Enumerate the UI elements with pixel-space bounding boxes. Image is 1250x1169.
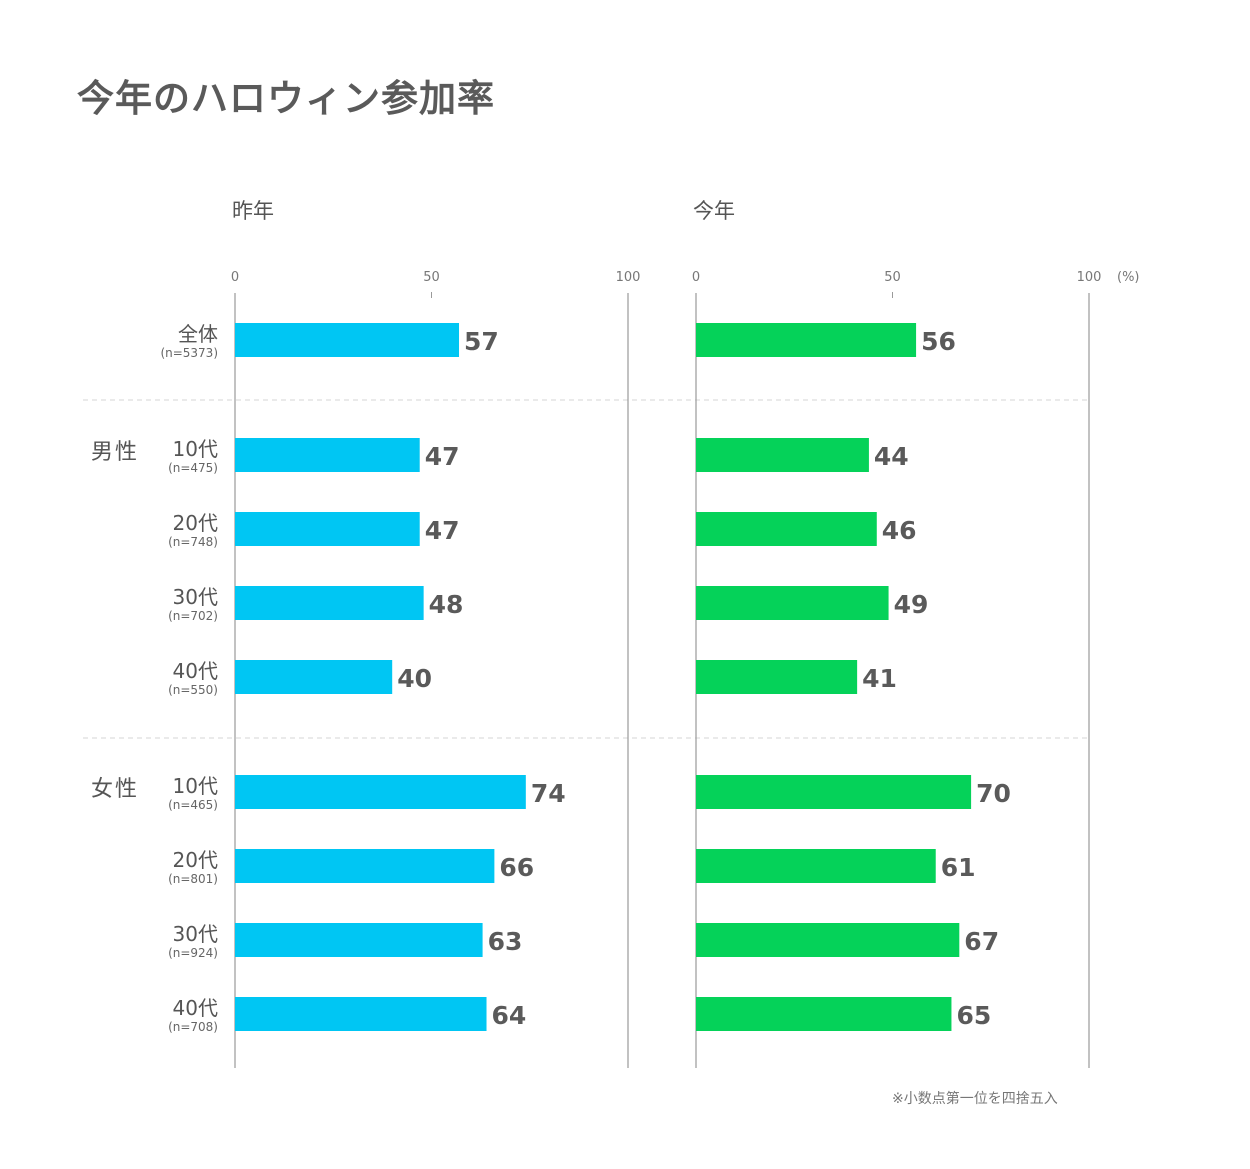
value-label-1-5: 40	[397, 664, 432, 693]
value-label-2-3: 46	[882, 516, 917, 545]
tick-label-1-0: 0	[231, 270, 239, 285]
bar-2-9	[696, 997, 952, 1031]
panel-title-1: 昨年	[232, 199, 274, 223]
row-sample-size-9: (n=708)	[168, 1020, 218, 1034]
value-label-1-6: 74	[531, 779, 566, 808]
row-label-6: 10代	[173, 774, 218, 798]
value-label-2-2: 44	[874, 442, 909, 471]
bar-1-7	[235, 849, 495, 883]
row-label-8: 30代	[173, 922, 218, 946]
bar-1-1	[235, 323, 460, 357]
bar-2-1	[696, 323, 917, 357]
unit-label: (%)	[1117, 270, 1140, 285]
row-label-2: 10代	[173, 437, 218, 461]
bar-1-3	[235, 512, 420, 546]
row-sample-size-3: (n=748)	[168, 535, 218, 549]
row-label-9: 40代	[173, 996, 218, 1020]
bar-2-2	[696, 438, 869, 472]
value-label-1-2: 47	[425, 442, 460, 471]
row-sample-size-6: (n=465)	[168, 798, 218, 812]
row-sample-size-8: (n=924)	[168, 946, 218, 960]
bar-1-8	[235, 923, 483, 957]
row-label-3: 20代	[173, 511, 218, 535]
rounding-note: ※小数点第一位を四捨五入	[892, 1091, 1058, 1107]
bar-2-8	[696, 923, 960, 957]
bar-1-6	[235, 775, 526, 809]
value-label-1-1: 57	[464, 327, 499, 356]
tick-label-2-0: 0	[692, 270, 700, 285]
row-sample-size-2: (n=475)	[168, 461, 218, 475]
value-label-2-5: 41	[862, 664, 897, 693]
row-sample-size-5: (n=550)	[168, 683, 218, 697]
row-label-1: 全体	[178, 322, 218, 346]
value-label-1-3: 47	[425, 516, 460, 545]
row-label-7: 20代	[173, 848, 218, 872]
value-label-2-9: 65	[956, 1001, 991, 1030]
value-label-2-6: 70	[976, 779, 1011, 808]
bar-2-3	[696, 512, 877, 546]
tick-label-1-50: 50	[423, 270, 440, 285]
bar-1-5	[235, 660, 393, 694]
tick-label-2-50: 50	[884, 270, 901, 285]
panel-title-2: 今年	[693, 199, 735, 223]
row-sample-size-1: (n=5373)	[160, 346, 218, 360]
value-label-2-7: 61	[941, 853, 976, 882]
value-label-2-8: 67	[964, 927, 999, 956]
value-label-2-4: 49	[894, 590, 929, 619]
bar-2-6	[696, 775, 972, 809]
bar-2-5	[696, 660, 858, 694]
bar-1-9	[235, 997, 487, 1031]
row-label-4: 30代	[173, 585, 218, 609]
bar-1-2	[235, 438, 420, 472]
chart-title: 今年のハロウィン参加率	[77, 77, 495, 120]
tick-label-2-100: 100	[1077, 270, 1102, 285]
value-label-2-1: 56	[921, 327, 956, 356]
value-label-1-8: 63	[488, 927, 523, 956]
value-label-1-7: 66	[499, 853, 534, 882]
group-label-2: 男性	[91, 440, 139, 465]
row-label-5: 40代	[173, 659, 218, 683]
bar-2-4	[696, 586, 889, 620]
row-sample-size-4: (n=702)	[168, 609, 218, 623]
bar-1-4	[235, 586, 424, 620]
tick-label-1-100: 100	[616, 270, 641, 285]
value-label-1-9: 64	[492, 1001, 527, 1030]
bar-2-7	[696, 849, 936, 883]
value-label-1-4: 48	[429, 590, 464, 619]
group-label-3: 女性	[91, 777, 139, 802]
row-sample-size-7: (n=801)	[168, 872, 218, 886]
